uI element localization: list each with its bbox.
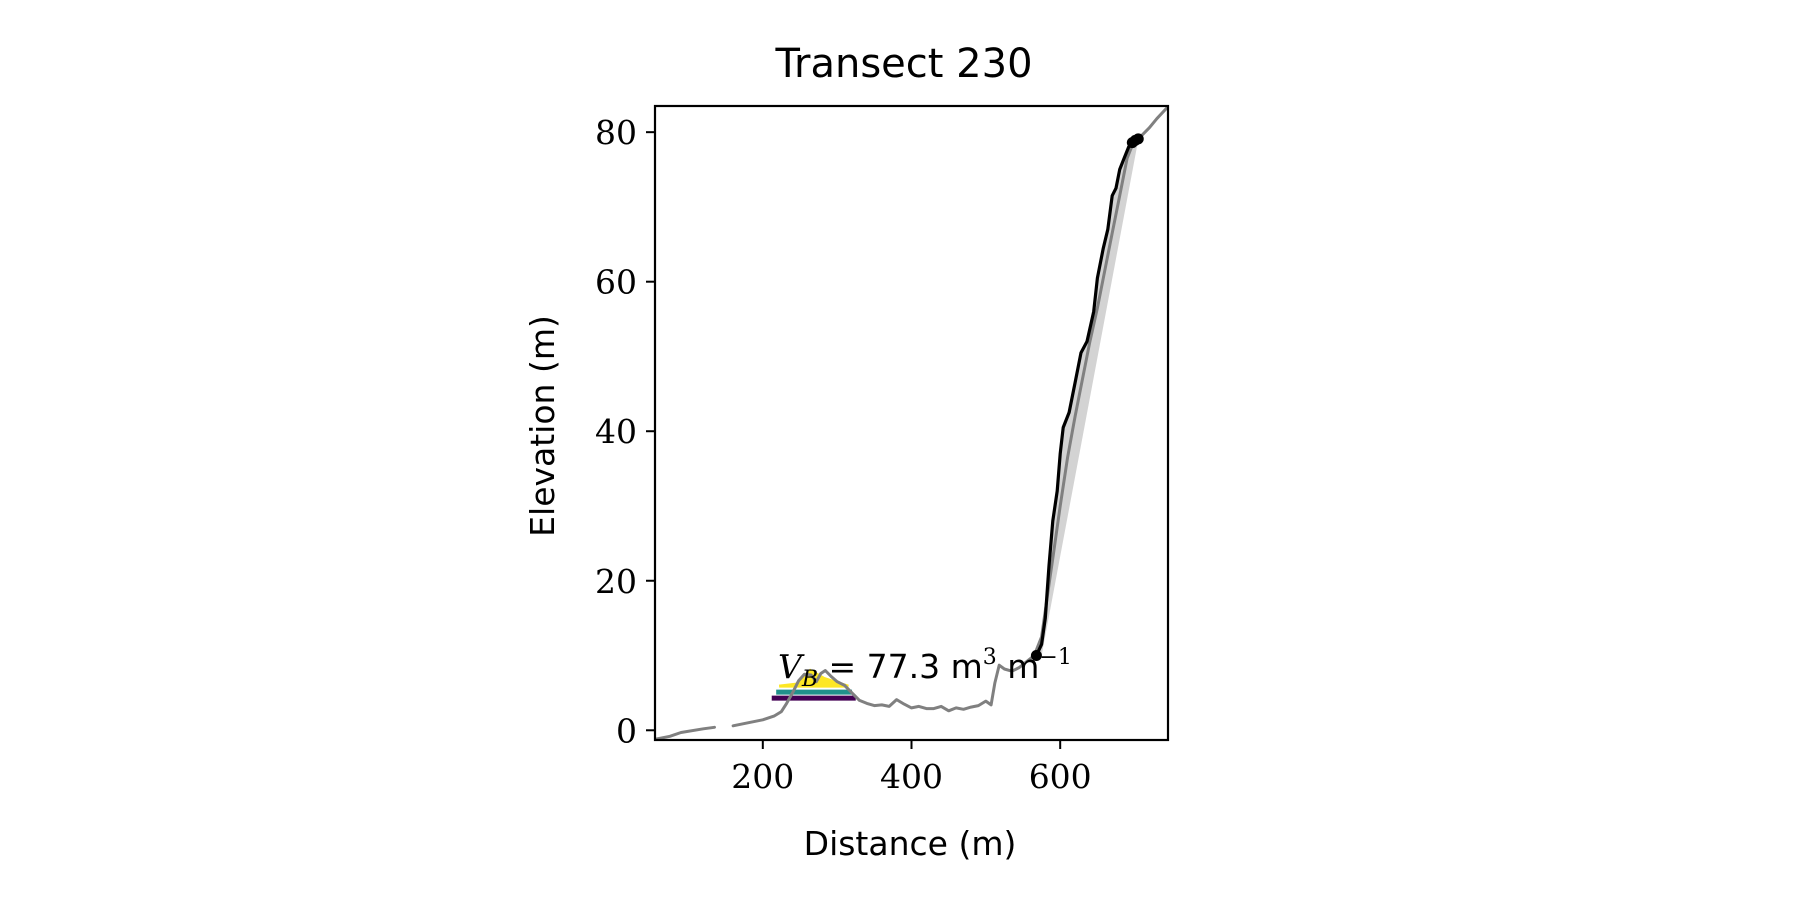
x-tick-label: 200 xyxy=(731,757,794,796)
volume-annotation-text: VB = 77.3 m3 m−1 xyxy=(778,645,1072,692)
x-axis: 200 400 600 xyxy=(731,740,1092,796)
y-axis: 0 20 40 60 80 xyxy=(595,113,655,750)
x-tick-label: 400 xyxy=(880,757,943,796)
y-tick-label: 60 xyxy=(595,263,637,302)
plot-frame xyxy=(653,104,1170,742)
plot-area xyxy=(655,106,1168,740)
cliff-line xyxy=(1034,136,1140,658)
y-tick-label: 80 xyxy=(595,113,637,152)
x-axis-label: Distance (m) xyxy=(804,824,1017,863)
y-axis-label: Elevation (m) xyxy=(523,315,562,537)
x-tick-label: 600 xyxy=(1029,757,1092,796)
cliff-endpoint-3 xyxy=(1132,133,1144,145)
cliff-fill-band xyxy=(1036,138,1139,656)
profile-line-segment-1 xyxy=(731,106,1168,728)
profile-line-segment-0 xyxy=(655,725,716,740)
y-tick-label: 0 xyxy=(616,711,637,750)
y-tick-label: 20 xyxy=(595,562,637,601)
volume-annotation: VB = 77.3 m3 m−1 xyxy=(778,645,1072,692)
cliff-endpoint-0 xyxy=(1030,650,1042,662)
y-tick-label: 40 xyxy=(595,412,637,451)
chart-title: Transect 230 xyxy=(774,41,1032,87)
plot-clip-group xyxy=(655,106,1168,740)
